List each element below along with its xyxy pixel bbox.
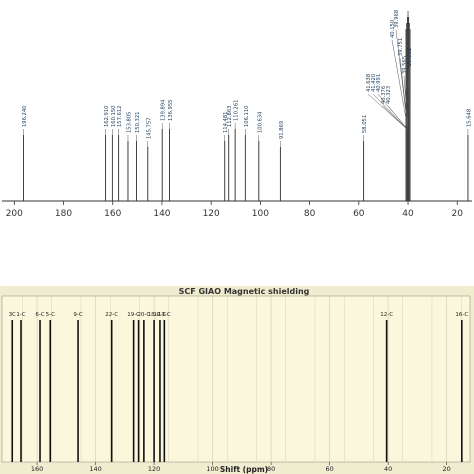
- top-x-tick-label-60: 60: [353, 209, 365, 219]
- bottom-peak-label-16-C: 16-C: [455, 312, 468, 318]
- top-peak-label-160.150: 160.150: [111, 106, 117, 127]
- bottom-peak-label-22-C: 22-C: [105, 312, 118, 318]
- top-peak-label-15.648: 15.648: [466, 109, 472, 127]
- top-peak-label-139.894: 139.894: [161, 99, 167, 121]
- top-solvent-label-40.150: 40.150: [390, 20, 396, 38]
- top-background: [0, 0, 474, 230]
- bottom-peak-label-18-C: 18-C: [148, 312, 161, 318]
- bottom-chart-title: SCF GIAO Magnetic shielding: [179, 287, 310, 296]
- top-peak-label-153.805: 153.805: [126, 112, 132, 133]
- top-peak-label-58.051: 58.051: [362, 115, 368, 133]
- bottom-plot-area: [1, 295, 471, 463]
- top-peak-label-157.612: 157.612: [117, 106, 123, 127]
- top-peak-label-114.481: 114.481: [223, 112, 229, 133]
- bottom-peak-label-19-C: 19-C: [127, 312, 140, 318]
- top-x-tick-label-180: 180: [55, 209, 72, 219]
- top-x-tick-label-40: 40: [402, 209, 414, 219]
- top-solvent-leader-39.352: [407, 67, 410, 131]
- top-peak-label-100.634: 100.634: [257, 111, 263, 133]
- top-peak-label-145.757: 145.757: [146, 118, 152, 139]
- top-solvent-leader-41.420: [372, 93, 409, 131]
- bottom-peak-label-13-C: 13-C: [158, 312, 171, 318]
- top-solvent-leader-39.565: [403, 75, 409, 131]
- top-solvent-label-39.968: 39.968: [394, 10, 400, 28]
- bottom-peak-label-12-C: 12-C: [380, 312, 393, 318]
- bottom-x-tick-label-40: 40: [384, 465, 392, 473]
- top-x-tick-label-80: 80: [304, 209, 316, 219]
- top-solvent-label-41.420: 41.420: [371, 74, 377, 92]
- bottom-peak-label-9-C: 9-C: [73, 312, 82, 318]
- bottom-x-tick-label-100: 100: [206, 465, 218, 473]
- top-solvent-label-39.352: 39.352: [407, 48, 413, 66]
- bottom-peak-label-6-C: 6-C: [35, 312, 44, 318]
- nmr-spectrum-chart: 200 180 160 140 120 100 80 60 40 20 196.240 162.91…: [0, 0, 474, 230]
- bottom-x-tick-label-60: 60: [325, 465, 333, 473]
- top-x-tick-label-100: 100: [252, 209, 269, 219]
- top-peak-label-196.240: 196.240: [22, 106, 28, 127]
- top-solvent-label-39.751: 39.751: [398, 38, 404, 56]
- bottom-x-axis-title: Shift (ppm): [220, 465, 268, 474]
- top-peak-label-112.863: 112.863: [227, 106, 233, 127]
- bottom-peak-label-3C: 3C: [9, 312, 16, 318]
- top-peak-label-150.321: 150.321: [135, 112, 141, 133]
- top-x-tick-label-20: 20: [452, 209, 464, 219]
- top-solvent-leader-40.323: [387, 105, 409, 131]
- top-solvent-label-40.376: 40.376: [381, 86, 387, 104]
- bottom-x-tick-label-80: 80: [267, 465, 275, 473]
- top-solvent-leader-39.751: [399, 57, 409, 131]
- top-solvent-label-39.565: 39.565: [402, 56, 408, 74]
- top-peak-label-136.955: 136.955: [168, 100, 174, 121]
- top-x-tick-label-160: 160: [104, 209, 121, 219]
- top-solvent-label-40.323: 40.323: [386, 86, 392, 104]
- top-solvent-label-40.991: 40.991: [376, 74, 382, 92]
- top-solvent-leader-40.150: [391, 39, 409, 131]
- bottom-peak-label-20-C: 20-C: [137, 312, 150, 318]
- bottom-x-tick-label-160: 160: [31, 465, 43, 473]
- top-x-tick-label-120: 120: [203, 209, 220, 219]
- giao-shielding-chart: SCF GIAO Magnetic shielding 3C 1-C 6-C 5-C 9…: [0, 286, 474, 474]
- bottom-x-tick-label-140: 140: [89, 465, 101, 473]
- bottom-x-tick-label-120: 120: [148, 465, 160, 473]
- top-peak-label-162.910: 162.910: [104, 106, 110, 127]
- top-solvent-leader-40.376: [382, 105, 409, 131]
- top-peak-label-106.110: 106.110: [244, 106, 250, 127]
- top-x-tick-label-200: 200: [6, 209, 23, 219]
- bottom-peak-label-5-C: 5-C: [46, 312, 55, 318]
- top-peak-label-110.261: 110.261: [234, 100, 240, 121]
- bottom-peak-label-12-C: 12-C: [154, 312, 167, 318]
- top-x-tick-label-140: 140: [153, 209, 170, 219]
- bottom-x-tick-label-20: 20: [442, 465, 450, 473]
- top-solvent-label-41.638: 41.638: [366, 74, 372, 92]
- top-peak-label-91.869: 91.869: [279, 121, 285, 139]
- top-solvent-leader-41.638: [367, 93, 409, 131]
- bottom-peak-label-1-C: 1-C: [16, 312, 25, 318]
